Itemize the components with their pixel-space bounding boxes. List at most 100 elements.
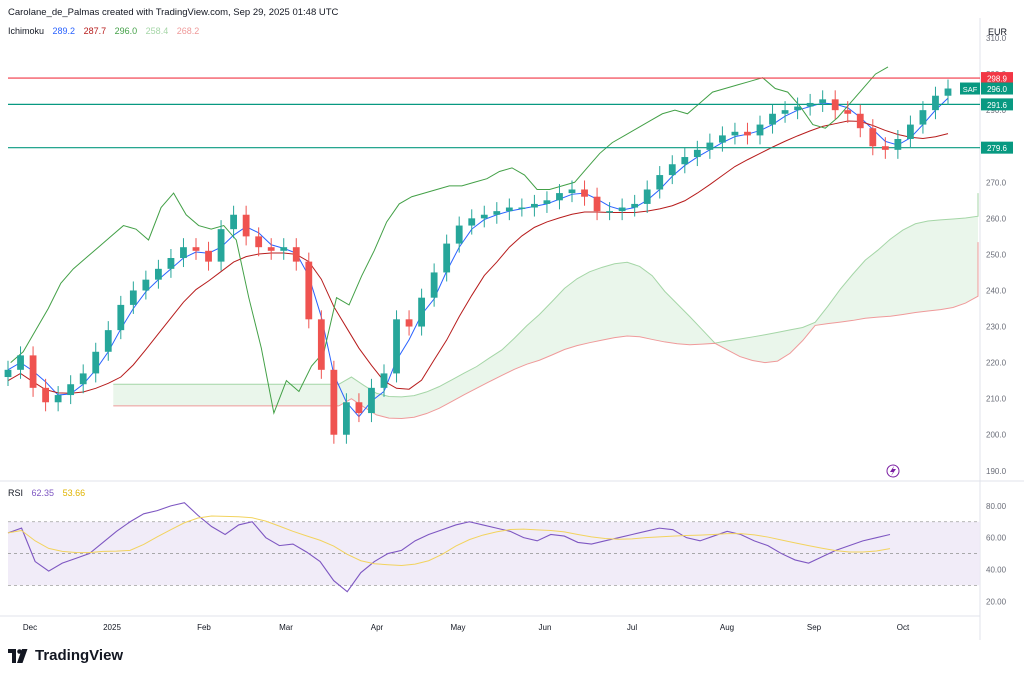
- candle-body: [29, 355, 37, 388]
- candle-body: [205, 250, 212, 262]
- candle-body: [894, 139, 902, 150]
- time-tick-label: Jun: [539, 623, 552, 632]
- time-tick-label: Apr: [371, 623, 384, 632]
- price-tick-label: 310.0: [986, 34, 1007, 43]
- rsi-tick-label: 60.00: [986, 534, 1007, 543]
- time-tick-label: Jul: [627, 623, 637, 632]
- price-tick-label: 210.0: [986, 395, 1007, 404]
- ichimoku-label: Ichimoku: [8, 26, 45, 36]
- candle-body: [368, 387, 375, 414]
- ichimoku-spanB-value: 268.2: [176, 26, 200, 36]
- rsi-tick-label: 40.00: [986, 565, 1007, 574]
- level-label: 279.6: [987, 144, 1008, 153]
- price-tick-label: 190.0: [986, 467, 1007, 476]
- candle-body: [831, 99, 839, 111]
- ichimoku-legend[interactable]: Ichimoku 289.2 287.7 296.0 258.4 268.2: [8, 26, 205, 36]
- time-tick-label: Aug: [720, 623, 734, 632]
- candle-body: [405, 319, 413, 327]
- ichimoku-kijun-line: [7, 120, 949, 394]
- candle-body: [17, 355, 24, 370]
- price-tick-label: 250.0: [986, 250, 1007, 259]
- candle-body: [656, 175, 664, 190]
- time-tick-label: Sep: [807, 623, 822, 632]
- candle-body: [180, 247, 187, 259]
- level-badge: [981, 141, 1013, 154]
- candle-body: [104, 330, 112, 352]
- candle-body: [744, 131, 751, 136]
- candle-body: [505, 207, 513, 212]
- ticker-badge: [960, 82, 980, 95]
- candle-body: [731, 131, 739, 136]
- candle-body: [217, 229, 225, 262]
- brand-name: TradingView: [35, 647, 124, 664]
- candle-body: [593, 196, 601, 212]
- candle-body: [117, 304, 125, 331]
- candle-body: [618, 207, 626, 212]
- rsi-value: 62.35: [31, 488, 55, 498]
- candle-body: [769, 113, 776, 125]
- candle-body: [944, 88, 952, 96]
- tradingview-logo-icon: [8, 648, 28, 663]
- ticker-label: SAF: [963, 85, 978, 94]
- candle-body: [530, 203, 538, 208]
- candle-body: [129, 290, 137, 305]
- candle-body: [568, 189, 576, 194]
- candle-body: [342, 402, 350, 435]
- candle-body: [142, 279, 150, 291]
- time-tick-label: Feb: [197, 623, 211, 632]
- candle-body: [255, 236, 263, 248]
- time-tick-label: Oct: [897, 623, 910, 632]
- tradingview-logo[interactable]: TradingView: [8, 647, 123, 664]
- candle-body: [643, 189, 651, 204]
- last-price-label: 296.0: [987, 85, 1008, 94]
- price-tick-label: 230.0: [986, 323, 1007, 332]
- rsi-ma-line: [7, 515, 891, 566]
- candle-body: [781, 110, 789, 114]
- candle-body: [518, 207, 526, 210]
- price-tick-label: 200.0: [986, 431, 1007, 440]
- rsi-legend[interactable]: RSI 62.35 53.66: [8, 488, 91, 498]
- candle-body: [668, 164, 676, 176]
- candle-body: [280, 247, 288, 251]
- candle-body: [4, 369, 12, 378]
- candle-body: [317, 319, 325, 370]
- candle-body: [480, 214, 488, 219]
- candle-body: [167, 258, 175, 269]
- candle-body: [355, 402, 363, 414]
- candle-body: [493, 211, 501, 215]
- ichimoku-chikou-value: 296.0: [114, 26, 138, 36]
- level-badge: [981, 98, 1013, 111]
- ichimoku-cloud: [113, 193, 978, 419]
- candle-body: [919, 110, 927, 125]
- candle-body: [192, 247, 200, 251]
- candle-body: [67, 384, 75, 396]
- price-tick-label: 220.0: [986, 359, 1007, 368]
- candle-body: [819, 99, 827, 103]
- last-price-badge: [981, 82, 1013, 95]
- candle-body: [693, 149, 701, 158]
- candle-body: [856, 113, 864, 129]
- candle-body: [806, 102, 814, 107]
- candle-body: [932, 95, 939, 111]
- candle-body: [556, 193, 563, 201]
- lightning-icon-glyph: [890, 466, 896, 476]
- candle-body: [380, 373, 388, 388]
- candle-body: [468, 218, 476, 226]
- candle-body: [430, 272, 438, 298]
- ichimoku-spanA-value: 258.4: [145, 26, 169, 36]
- rsi-ma-value: 53.66: [62, 488, 86, 498]
- candle-body: [292, 247, 300, 262]
- time-tick-label: Dec: [23, 623, 37, 632]
- candle-body: [706, 142, 714, 150]
- candle-body: [418, 297, 426, 327]
- ichimoku-spanA-line: [113, 193, 979, 398]
- candle-body: [906, 124, 914, 140]
- candle-body: [393, 319, 400, 374]
- ichimoku-spanB-line: [113, 242, 979, 419]
- price-tick-label: 260.0: [986, 214, 1007, 223]
- ichimoku-tenkan-line: [7, 97, 949, 418]
- price-tick-label: 270.0: [986, 178, 1007, 187]
- rsi-tick-label: 20.00: [986, 597, 1007, 606]
- level-label: 291.6: [987, 101, 1008, 110]
